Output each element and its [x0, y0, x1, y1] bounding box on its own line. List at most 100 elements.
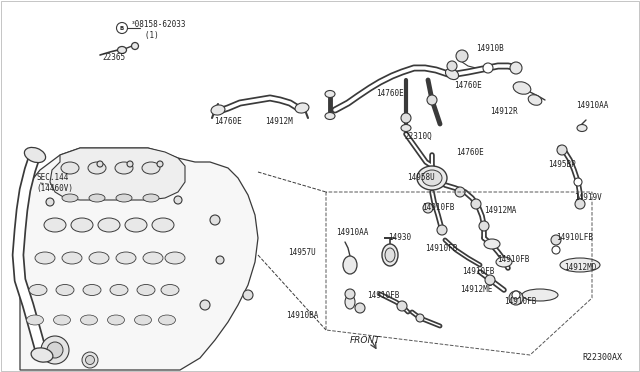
Ellipse shape: [86, 356, 95, 365]
Circle shape: [127, 161, 133, 167]
Ellipse shape: [47, 342, 63, 358]
Text: 14910BA: 14910BA: [286, 311, 318, 320]
Text: 1495BP: 1495BP: [548, 160, 576, 169]
Circle shape: [447, 61, 457, 71]
Ellipse shape: [528, 95, 542, 105]
Ellipse shape: [382, 244, 398, 266]
Circle shape: [46, 198, 54, 206]
Circle shape: [471, 199, 481, 209]
Circle shape: [552, 246, 560, 254]
Text: FRONT: FRONT: [349, 336, 380, 345]
Text: 14910AA: 14910AA: [576, 100, 609, 109]
Circle shape: [551, 235, 561, 245]
Ellipse shape: [134, 315, 152, 325]
Ellipse shape: [159, 315, 175, 325]
Text: 22310Q: 22310Q: [404, 131, 432, 141]
Circle shape: [345, 289, 355, 299]
Ellipse shape: [417, 166, 447, 190]
Ellipse shape: [343, 256, 357, 274]
Text: 14912MA: 14912MA: [484, 205, 516, 215]
Circle shape: [355, 303, 365, 313]
Text: R22300AX: R22300AX: [582, 353, 622, 362]
Ellipse shape: [54, 315, 70, 325]
Ellipse shape: [513, 82, 531, 94]
Text: ³08158-62033
   (1): ³08158-62033 (1): [131, 20, 186, 40]
Text: 14912R: 14912R: [490, 106, 518, 115]
Ellipse shape: [325, 112, 335, 119]
Text: 14760E: 14760E: [454, 80, 482, 90]
Circle shape: [512, 291, 520, 299]
Ellipse shape: [577, 125, 587, 131]
Ellipse shape: [345, 295, 355, 309]
Text: 14910AA: 14910AA: [336, 228, 369, 237]
Ellipse shape: [56, 285, 74, 295]
Ellipse shape: [560, 258, 600, 272]
Circle shape: [510, 62, 522, 74]
Ellipse shape: [62, 194, 78, 202]
Ellipse shape: [143, 252, 163, 264]
Text: 14912ME: 14912ME: [460, 285, 492, 295]
Ellipse shape: [401, 125, 411, 131]
Ellipse shape: [131, 42, 138, 49]
Text: 14919V: 14919V: [574, 192, 602, 202]
Text: 14910FB: 14910FB: [462, 266, 494, 276]
Ellipse shape: [89, 252, 109, 264]
Ellipse shape: [108, 315, 125, 325]
Ellipse shape: [44, 218, 66, 232]
Ellipse shape: [62, 252, 82, 264]
Circle shape: [575, 199, 585, 209]
Circle shape: [509, 291, 523, 305]
Text: 14910FB: 14910FB: [367, 291, 399, 299]
Circle shape: [455, 187, 465, 197]
Circle shape: [210, 215, 220, 225]
Ellipse shape: [88, 162, 106, 174]
Text: B: B: [120, 26, 124, 31]
Circle shape: [557, 145, 567, 155]
Ellipse shape: [41, 336, 69, 364]
Circle shape: [574, 178, 582, 186]
Text: 14912M: 14912M: [265, 116, 293, 125]
Ellipse shape: [26, 315, 44, 325]
Polygon shape: [20, 148, 258, 370]
Ellipse shape: [61, 162, 79, 174]
Ellipse shape: [137, 285, 155, 295]
Ellipse shape: [118, 46, 127, 54]
Circle shape: [437, 225, 447, 235]
Circle shape: [427, 95, 437, 105]
Ellipse shape: [71, 218, 93, 232]
Text: 14760E: 14760E: [376, 89, 404, 97]
Ellipse shape: [116, 252, 136, 264]
Ellipse shape: [445, 68, 458, 80]
Circle shape: [479, 221, 489, 231]
Ellipse shape: [152, 218, 174, 232]
Text: 22365: 22365: [102, 52, 125, 61]
Circle shape: [483, 63, 493, 73]
Ellipse shape: [24, 147, 45, 163]
Circle shape: [485, 275, 495, 285]
Ellipse shape: [143, 194, 159, 202]
Ellipse shape: [161, 285, 179, 295]
Circle shape: [397, 301, 407, 311]
Circle shape: [174, 196, 182, 204]
Ellipse shape: [89, 194, 105, 202]
Circle shape: [401, 113, 411, 123]
Ellipse shape: [385, 248, 395, 262]
Text: 14910FB: 14910FB: [422, 202, 454, 212]
Circle shape: [456, 50, 468, 62]
Circle shape: [116, 22, 127, 33]
Ellipse shape: [110, 285, 128, 295]
Ellipse shape: [35, 252, 55, 264]
Text: 14912MD: 14912MD: [564, 263, 596, 272]
Ellipse shape: [115, 162, 133, 174]
Ellipse shape: [98, 218, 120, 232]
Ellipse shape: [29, 285, 47, 295]
Text: SEC.144
(14460V): SEC.144 (14460V): [36, 173, 73, 193]
Circle shape: [157, 161, 163, 167]
Text: 14910FB: 14910FB: [425, 244, 458, 253]
Ellipse shape: [484, 239, 500, 249]
Circle shape: [243, 290, 253, 300]
Text: 14760E: 14760E: [214, 116, 242, 125]
Ellipse shape: [82, 352, 98, 368]
Ellipse shape: [116, 194, 132, 202]
Text: 14760E: 14760E: [456, 148, 484, 157]
